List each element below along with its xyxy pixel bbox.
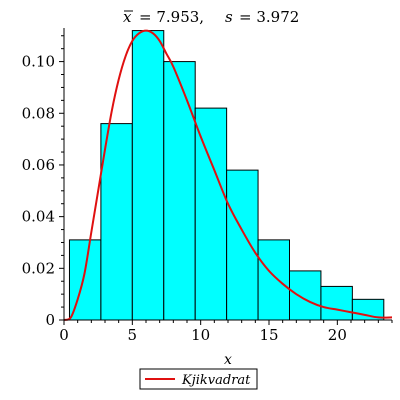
title-sd-symbol: s xyxy=(225,8,233,26)
y-tick-label: 0.02 xyxy=(22,259,55,277)
y-tick-label: 0 xyxy=(45,311,55,329)
histogram-bar xyxy=(289,270,322,321)
density-curve-layer xyxy=(63,29,393,321)
x-tick-label: 20 xyxy=(328,326,347,344)
histogram-bar xyxy=(226,169,259,321)
histogram-bar xyxy=(320,285,353,321)
histogram-bar xyxy=(131,30,165,321)
x-tick-label: 0 xyxy=(59,326,69,344)
histogram-bar xyxy=(163,61,196,321)
histogram-bar xyxy=(100,123,133,321)
x-axis-label: x xyxy=(224,352,232,368)
title-sd-value: = 3.972 xyxy=(239,8,299,26)
x-tick-label: 15 xyxy=(259,326,278,344)
title-mean-symbol: x xyxy=(123,8,132,26)
chart-title: x = 7.953, s = 3.972 xyxy=(123,8,299,26)
tick-marks: 0 5 10 15 20 0 0.02 0.04 0.06 0.08 0.10 xyxy=(22,35,393,344)
x-tick-label: 10 xyxy=(191,326,210,344)
title-mean-value: = 7.953, xyxy=(139,8,204,26)
histogram-bar xyxy=(257,239,291,321)
histogram-bar xyxy=(194,107,228,321)
kjikvadrat-curve xyxy=(63,29,393,321)
x-tick-label: 5 xyxy=(128,326,138,344)
y-tick-label: 0.04 xyxy=(22,208,55,226)
y-tick-label: 0.06 xyxy=(22,156,55,174)
legend-label-kjikvadrat: Kjikvadrat xyxy=(181,373,251,388)
y-tick-label: 0.10 xyxy=(22,53,55,71)
legend: Kjikvadrat xyxy=(139,368,258,390)
histogram-bars xyxy=(68,30,385,321)
y-tick-label: 0.08 xyxy=(22,104,55,122)
legend-box xyxy=(139,368,258,390)
